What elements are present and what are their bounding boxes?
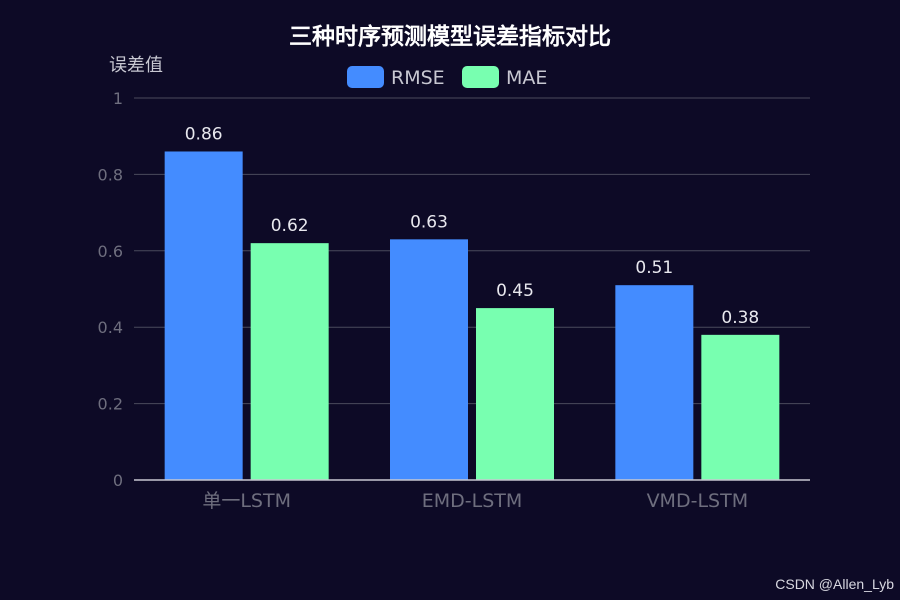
legend[interactable]: RMSE MAE [347, 66, 547, 89]
legend-item-mae[interactable]: MAE [462, 66, 547, 89]
legend-swatch [462, 66, 499, 88]
y-tick-label: 0.2 [98, 395, 123, 414]
bar-mae-2 [476, 308, 554, 480]
bar-mae-3 [701, 334, 780, 480]
bars [164, 151, 780, 481]
x-tick-label: VMD-LSTM [647, 490, 749, 512]
chart-title: 三种时序预测模型误差指标对比 [289, 23, 611, 50]
y-tick-label: 0.8 [98, 165, 123, 184]
x-tick-label: EMD-LSTM [422, 490, 523, 512]
x-axis-ticks: 单一LSTM EMD-LSTM VMD-LSTM [202, 490, 748, 512]
watermark: CSDN @Allen_Lyb [775, 576, 894, 592]
bar-rmse-3 [615, 285, 694, 480]
y-axis-label: 误差值 [109, 55, 163, 76]
bar-mae-1 [250, 243, 329, 480]
y-axis-ticks: 0 0.2 0.4 0.6 0.8 1 [98, 89, 123, 490]
x-tick-label: 单一LSTM [202, 490, 291, 512]
value-label: 0.62 [271, 216, 309, 236]
bar-rmse-1 [164, 151, 243, 481]
value-label: 0.51 [635, 258, 673, 278]
value-label: 0.38 [721, 308, 759, 328]
legend-label: MAE [506, 67, 547, 89]
legend-label: RMSE [391, 67, 445, 89]
y-tick-label: 0 [113, 471, 123, 490]
y-tick-label: 0.6 [98, 242, 123, 261]
value-label: 0.86 [185, 124, 223, 144]
bar-rmse-2 [390, 239, 468, 480]
value-label: 0.63 [410, 212, 448, 232]
legend-swatch [347, 66, 384, 88]
grid [134, 97, 810, 405]
value-label: 0.45 [496, 281, 534, 301]
y-tick-label: 1 [113, 89, 123, 108]
value-labels: 0.86 0.62 0.63 0.45 0.51 0.38 [185, 124, 760, 327]
legend-item-rmse[interactable]: RMSE [347, 66, 445, 89]
y-tick-label: 0.4 [98, 318, 123, 337]
